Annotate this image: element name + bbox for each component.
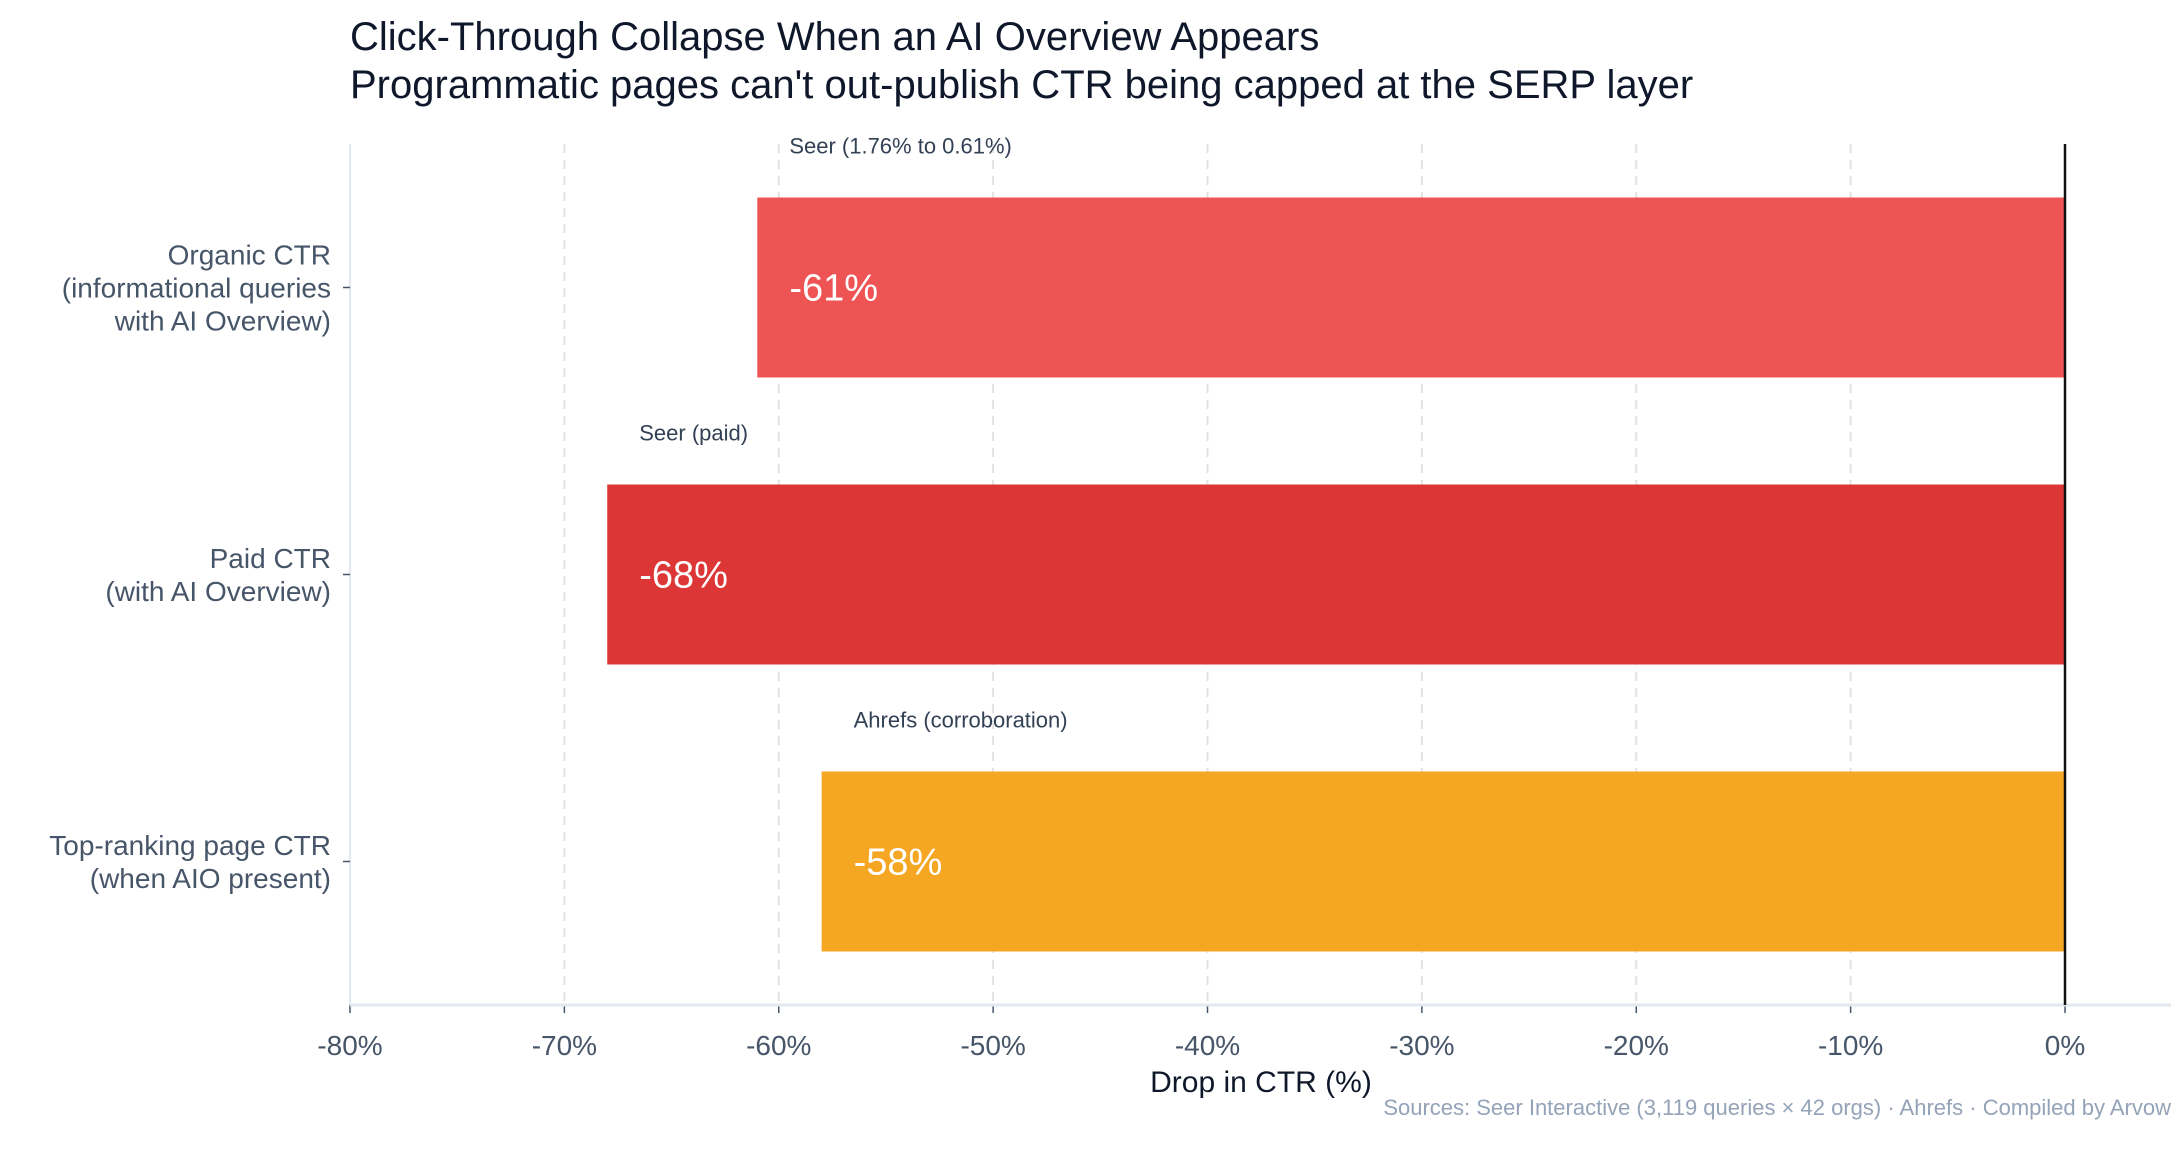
bar-value-label: -61% (789, 268, 878, 310)
source-note: Sources: Seer Interactive (3,119 queries… (1383, 1095, 2171, 1120)
x-tick-label: -50% (960, 1030, 1025, 1061)
y-tick-label: (informational queries (62, 273, 331, 304)
y-tick-label: Paid CTR (210, 543, 331, 574)
x-tick-label: -60% (746, 1030, 811, 1061)
x-tick-label: -10% (1818, 1030, 1883, 1061)
x-tick-label: -70% (532, 1030, 597, 1061)
y-tick-label: with AI Overview) (114, 306, 331, 337)
y-tick-label: Organic CTR (168, 240, 331, 271)
y-tick-label: (with AI Overview) (105, 576, 331, 607)
bar-value-label: -58% (854, 842, 943, 884)
bar-annotation: Seer (1.76% to 0.61%) (789, 134, 1012, 159)
x-tick-label: 0% (2045, 1030, 2085, 1061)
bar (607, 484, 2065, 665)
x-axis-label: Drop in CTR (%) (1150, 1066, 1372, 1099)
bar (757, 197, 2065, 378)
bar-value-label: -68% (639, 555, 728, 597)
x-tick-label: -80% (317, 1030, 382, 1061)
bar-annotation: Ahrefs (corroboration) (854, 708, 1068, 733)
chart-title: Click-Through Collapse When an AI Overvi… (350, 15, 1319, 59)
axes: -80% -70% -60% -50% -40% -30% -20% -10% 0% Organi… (49, 144, 2171, 1061)
chart-subtitle: Programmatic pages can't out-publish CTR… (350, 63, 1693, 107)
x-tick-label: -40% (1175, 1030, 1240, 1061)
x-tick-label: -20% (1604, 1030, 1669, 1061)
y-tick-label: Top-ranking page CTR (49, 830, 331, 861)
x-tick-label: -30% (1389, 1030, 1454, 1061)
bar-annotation: Seer (paid) (639, 421, 748, 446)
y-tick-label: (when AIO present) (90, 863, 331, 894)
bars: -61% Seer (1.76% to 0.61%) -68% Seer (paid)… (607, 134, 2065, 952)
bar (821, 771, 2065, 952)
